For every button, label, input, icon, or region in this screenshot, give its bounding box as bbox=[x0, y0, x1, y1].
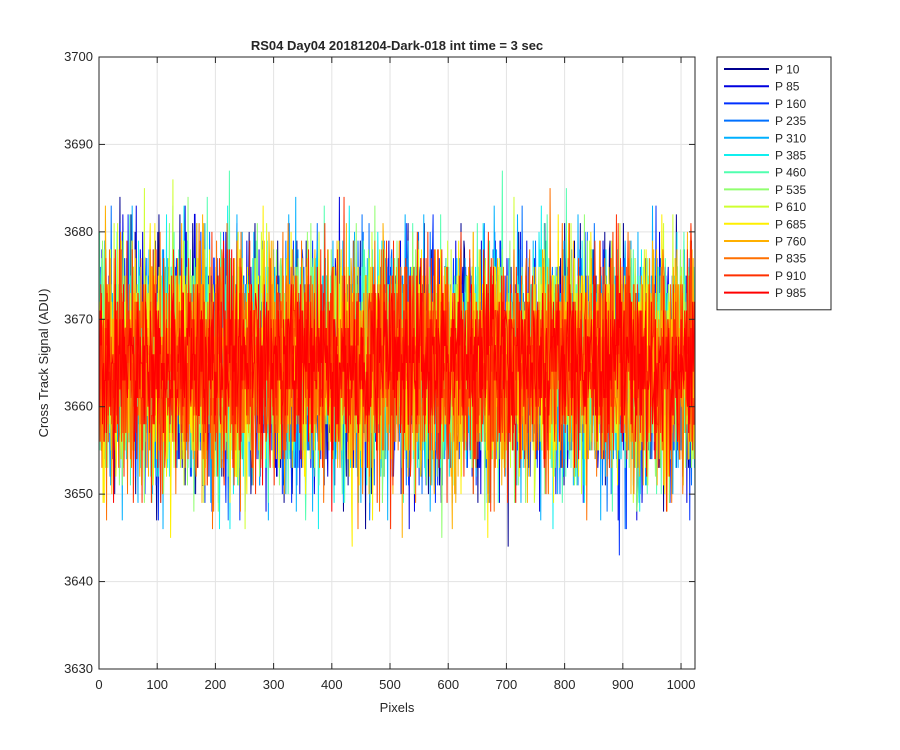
x-tick-label: 700 bbox=[496, 677, 518, 692]
y-tick-label: 3630 bbox=[64, 661, 93, 676]
x-tick-label: 500 bbox=[379, 677, 401, 692]
legend-label: P 235 bbox=[775, 114, 806, 128]
legend: P 10 P 85 P 160 P 235 P 310 P 385 P 460 P 535 P … bbox=[716, 56, 832, 311]
x-tick-label: 200 bbox=[205, 677, 227, 692]
x-tick-label: 0 bbox=[95, 677, 102, 692]
legend-label: P 385 bbox=[775, 149, 806, 163]
x-axis-label: Pixels bbox=[380, 700, 415, 715]
legend-label: P 985 bbox=[775, 286, 806, 300]
legend-label: P 610 bbox=[775, 200, 806, 214]
legend-label: P 760 bbox=[775, 235, 806, 249]
legend-label: P 85 bbox=[775, 80, 800, 94]
legend-label: P 460 bbox=[775, 166, 806, 180]
x-tick-label: 100 bbox=[146, 677, 168, 692]
legend-label: P 160 bbox=[775, 97, 806, 111]
series-lines bbox=[99, 170, 696, 556]
y-tick-label: 3670 bbox=[64, 311, 93, 326]
legend-box bbox=[716, 56, 832, 311]
x-tick-label: 600 bbox=[437, 677, 459, 692]
series-line bbox=[99, 240, 696, 512]
legend-label: P 910 bbox=[775, 269, 806, 283]
x-tick-label: 400 bbox=[321, 677, 343, 692]
axes-box bbox=[98, 56, 696, 670]
x-tick-label: 900 bbox=[612, 677, 634, 692]
y-tick-label: 3700 bbox=[64, 49, 93, 64]
y-axis-label: Cross Track Signal (ADU) bbox=[36, 289, 51, 438]
legend-label: P 535 bbox=[775, 183, 806, 197]
legend-label: P 835 bbox=[775, 252, 806, 266]
ticks: 0 100 200 300 400 500 600 700 800 900 1000 3630 3640… bbox=[64, 49, 695, 692]
legend-label: P 10 bbox=[775, 63, 800, 77]
x-tick-label: 300 bbox=[263, 677, 285, 692]
legend-label: P 685 bbox=[775, 217, 806, 231]
y-tick-label: 3680 bbox=[64, 224, 93, 239]
x-tick-label: 800 bbox=[554, 677, 576, 692]
y-tick-label: 3690 bbox=[64, 136, 93, 151]
x-tick-label: 1000 bbox=[667, 677, 696, 692]
legend-label: P 310 bbox=[775, 131, 806, 145]
chart-title: RS04 Day04 20181204-Dark-018 int time = … bbox=[251, 38, 543, 53]
y-tick-label: 3660 bbox=[64, 399, 93, 414]
y-tick-label: 3650 bbox=[64, 486, 93, 501]
y-tick-label: 3640 bbox=[64, 574, 93, 589]
